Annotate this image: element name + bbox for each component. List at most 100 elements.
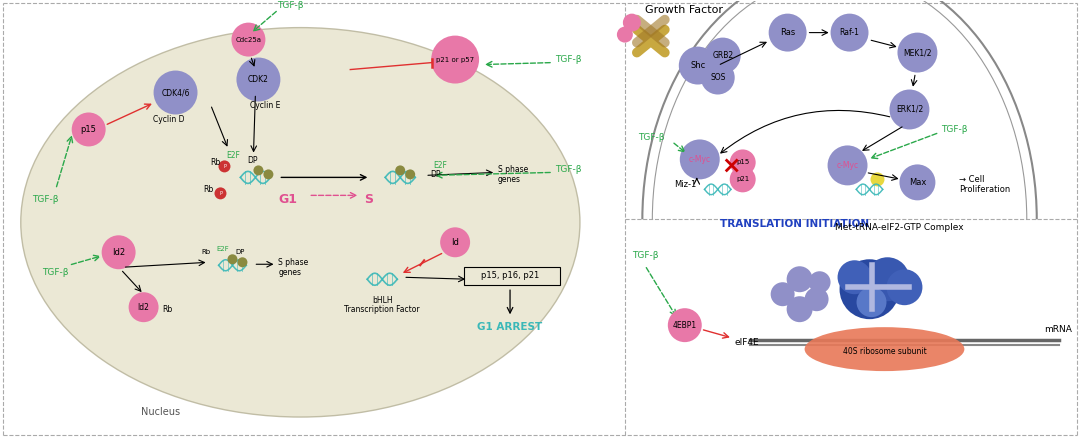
Text: → Cell: → Cell bbox=[959, 175, 985, 184]
Text: p15: p15 bbox=[737, 160, 750, 166]
Text: p15, p16, p21: p15, p16, p21 bbox=[481, 271, 539, 280]
Text: DP: DP bbox=[430, 170, 441, 179]
Circle shape bbox=[809, 271, 831, 293]
Circle shape bbox=[786, 296, 812, 322]
Circle shape bbox=[730, 149, 756, 175]
Text: mRNA: mRNA bbox=[1044, 325, 1072, 334]
Text: Rb: Rb bbox=[163, 305, 173, 314]
Text: S phase: S phase bbox=[279, 258, 309, 267]
Text: c-Myc: c-Myc bbox=[689, 155, 711, 164]
Circle shape bbox=[102, 235, 136, 269]
Circle shape bbox=[153, 70, 198, 114]
Text: p21 or p57: p21 or p57 bbox=[436, 56, 474, 62]
Circle shape bbox=[441, 227, 470, 257]
Circle shape bbox=[237, 58, 281, 101]
Text: genes: genes bbox=[279, 268, 301, 277]
Text: S phase: S phase bbox=[498, 165, 528, 174]
Circle shape bbox=[231, 23, 266, 56]
Text: Max: Max bbox=[908, 178, 927, 187]
Circle shape bbox=[228, 254, 238, 264]
Text: Rb: Rb bbox=[211, 158, 220, 167]
Circle shape bbox=[827, 146, 867, 185]
Circle shape bbox=[667, 308, 702, 342]
Text: TGF-β: TGF-β bbox=[278, 1, 303, 10]
Circle shape bbox=[887, 269, 922, 305]
Circle shape bbox=[701, 61, 734, 94]
Text: SOS: SOS bbox=[710, 73, 726, 82]
Text: GRB2: GRB2 bbox=[712, 51, 733, 60]
Text: Growth Factor: Growth Factor bbox=[645, 5, 723, 14]
Text: E2F: E2F bbox=[216, 246, 229, 252]
Circle shape bbox=[218, 160, 230, 172]
Text: Id: Id bbox=[451, 238, 459, 247]
Text: P: P bbox=[224, 164, 226, 169]
Circle shape bbox=[254, 166, 264, 175]
Text: TGF-β: TGF-β bbox=[32, 195, 59, 204]
Text: TGF-β: TGF-β bbox=[632, 251, 659, 260]
Circle shape bbox=[264, 170, 273, 179]
Text: Id2: Id2 bbox=[112, 248, 125, 257]
Text: E2F: E2F bbox=[433, 161, 447, 170]
Text: Cdc25a: Cdc25a bbox=[235, 37, 261, 42]
Text: Id2: Id2 bbox=[137, 303, 149, 312]
Text: P: P bbox=[219, 191, 221, 196]
Text: Cyclin D: Cyclin D bbox=[152, 115, 185, 124]
Text: TGF-β: TGF-β bbox=[942, 125, 968, 134]
Circle shape bbox=[839, 259, 900, 319]
Circle shape bbox=[617, 27, 633, 42]
Text: G1 ARREST: G1 ARREST bbox=[477, 322, 542, 332]
Text: E2F: E2F bbox=[227, 151, 241, 160]
Text: Rb: Rb bbox=[203, 185, 214, 194]
Circle shape bbox=[890, 90, 930, 129]
Text: MEK1/2: MEK1/2 bbox=[903, 48, 932, 57]
Text: CDK4/6: CDK4/6 bbox=[161, 88, 190, 97]
Text: ERK1/2: ERK1/2 bbox=[895, 105, 923, 114]
Circle shape bbox=[786, 266, 812, 292]
Text: Proliferation: Proliferation bbox=[959, 185, 1011, 194]
Circle shape bbox=[215, 187, 227, 199]
Circle shape bbox=[771, 282, 795, 306]
Text: Ras: Ras bbox=[780, 28, 795, 37]
Circle shape bbox=[900, 164, 935, 200]
Text: 4EBP1: 4EBP1 bbox=[673, 321, 697, 329]
Circle shape bbox=[838, 260, 872, 294]
Text: c-Myc: c-Myc bbox=[837, 161, 859, 170]
Text: Miz-1: Miz-1 bbox=[674, 180, 696, 189]
Text: p15: p15 bbox=[81, 125, 96, 134]
Text: bHLH: bHLH bbox=[372, 296, 392, 305]
Circle shape bbox=[865, 257, 909, 301]
Text: Shc: Shc bbox=[690, 61, 705, 70]
Text: p21: p21 bbox=[737, 177, 750, 182]
Circle shape bbox=[405, 170, 415, 179]
Circle shape bbox=[679, 47, 717, 84]
Circle shape bbox=[431, 35, 480, 83]
Text: S: S bbox=[364, 193, 373, 206]
Text: eIF4E: eIF4E bbox=[734, 338, 759, 347]
Circle shape bbox=[769, 14, 807, 52]
Circle shape bbox=[897, 33, 937, 73]
Text: TGF-β: TGF-β bbox=[42, 268, 69, 277]
Circle shape bbox=[831, 14, 868, 52]
Circle shape bbox=[238, 257, 247, 267]
Circle shape bbox=[623, 14, 640, 31]
Circle shape bbox=[129, 292, 159, 322]
Text: Nucleus: Nucleus bbox=[140, 407, 179, 417]
Text: TRANSLATION INITIATION: TRANSLATION INITIATION bbox=[719, 219, 868, 229]
Text: Rb: Rb bbox=[201, 249, 211, 255]
Ellipse shape bbox=[21, 28, 580, 417]
Text: TGF-β: TGF-β bbox=[638, 133, 664, 142]
Circle shape bbox=[395, 166, 405, 175]
Text: Cyclin E: Cyclin E bbox=[251, 101, 281, 110]
Circle shape bbox=[71, 112, 106, 146]
Text: Met-tRNA-eIF2-GTP Complex: Met-tRNA-eIF2-GTP Complex bbox=[835, 223, 963, 232]
Circle shape bbox=[805, 287, 828, 311]
Circle shape bbox=[870, 172, 885, 186]
Circle shape bbox=[679, 139, 719, 179]
Text: TGF-β: TGF-β bbox=[555, 165, 581, 174]
Text: DP: DP bbox=[247, 156, 258, 165]
Text: DP: DP bbox=[235, 249, 245, 255]
Circle shape bbox=[730, 166, 756, 192]
Ellipse shape bbox=[805, 327, 964, 371]
Text: Transcription Factor: Transcription Factor bbox=[345, 305, 420, 314]
Text: Raf-1: Raf-1 bbox=[839, 28, 860, 37]
